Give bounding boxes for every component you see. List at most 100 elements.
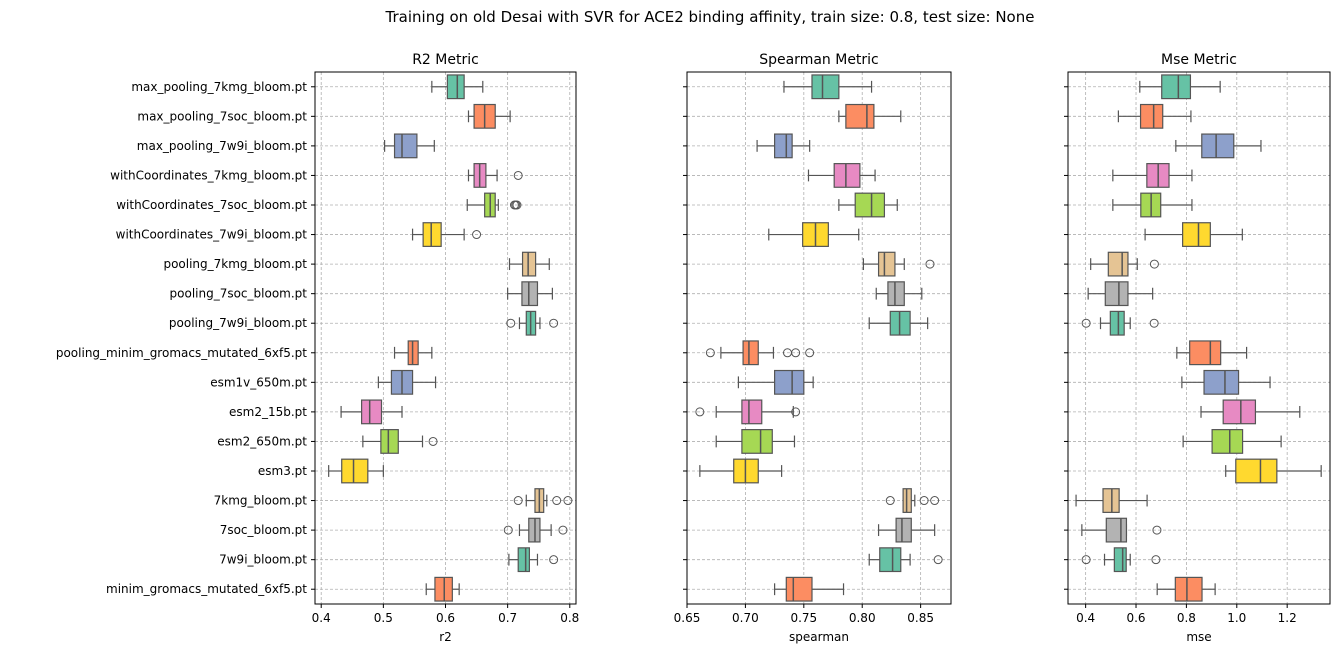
box-6: [508, 251, 550, 277]
x-tick-label: 0.4: [312, 611, 331, 625]
x-tick-label: 0.7: [498, 611, 517, 625]
flier-point: [563, 496, 573, 506]
box-7: [507, 281, 553, 307]
box-14: [513, 488, 573, 513]
x-axis-label: r2: [439, 630, 452, 644]
box-9: [705, 340, 815, 366]
flier-point: [1149, 259, 1159, 269]
box-16: [508, 547, 559, 573]
box-iqr: [1235, 458, 1278, 484]
y-tick-label: pooling_7w9i_bloom.pt: [169, 316, 307, 330]
flier-point: [1151, 555, 1161, 565]
flier-point: [705, 348, 715, 358]
box-13: [1225, 458, 1322, 484]
x-tick-label: 0.75: [790, 611, 817, 625]
box-iqr: [1102, 488, 1120, 513]
y-tick-label: pooling_minim_gromacs_mutated_6xf5.pt: [56, 346, 307, 360]
y-tick-label: pooling_7kmg_bloom.pt: [163, 257, 307, 271]
box-3: [467, 163, 523, 188]
box-iqr: [741, 399, 763, 425]
box-0: [1139, 74, 1221, 100]
flier-point: [503, 525, 513, 535]
flier-point: [428, 436, 438, 446]
box-iqr: [774, 369, 805, 395]
box-8: [506, 310, 559, 336]
x-tick-label: 0.65: [674, 611, 701, 625]
flier-point: [925, 259, 935, 269]
box-9: [1176, 340, 1248, 366]
box-3: [1112, 163, 1193, 188]
figure-title: Training on old Desai with SVR for ACE2 …: [385, 8, 1035, 26]
x-tick-label: 0.6: [436, 611, 455, 625]
box-4: [1112, 192, 1193, 218]
box-12: [715, 429, 796, 454]
y-tick-label: esm1v_650m.pt: [210, 375, 307, 389]
box-iqr: [1201, 133, 1235, 159]
box-iqr: [811, 74, 840, 100]
x-tick-label: 0.6: [1126, 611, 1145, 625]
box-iqr: [895, 517, 912, 543]
flier-point: [1152, 525, 1162, 535]
box-11: [1200, 399, 1301, 425]
flier-point: [506, 318, 516, 328]
flier-point: [805, 348, 815, 358]
flier-point: [472, 230, 482, 240]
panel-title: Mse Metric: [1161, 52, 1237, 68]
box-iqr: [380, 429, 399, 454]
box-iqr: [1105, 517, 1128, 543]
box-10: [1181, 369, 1271, 395]
y-tick-label: esm3.pt: [258, 464, 307, 478]
box-15: [1081, 517, 1162, 543]
box-1: [1117, 103, 1192, 129]
x-tick-label: 0.8: [1177, 611, 1196, 625]
box-iqr: [1107, 251, 1129, 277]
box-iqr: [1211, 429, 1244, 454]
panel-title: R2 Metric: [412, 52, 479, 68]
box-iqr: [742, 340, 759, 366]
flier-point: [885, 496, 895, 506]
box-iqr: [1104, 281, 1129, 307]
box-iqr: [341, 458, 369, 484]
box-iqr: [1113, 547, 1127, 573]
box-iqr: [1174, 576, 1203, 602]
flier-point: [512, 200, 522, 210]
box-iqr: [877, 251, 896, 277]
y-tick-label: withCoordinates_7kmg_bloom.pt: [110, 168, 307, 182]
flier-point: [558, 525, 568, 535]
box-iqr: [361, 399, 383, 425]
box-iqr: [741, 429, 773, 454]
flier-point: [930, 496, 940, 506]
flier-point: [791, 407, 801, 417]
panel-1: 0.65 0.70 0.75 0.80 0.85 Spearman Metric spear…: [674, 52, 952, 644]
box-11: [340, 399, 403, 425]
box-14: [885, 488, 940, 513]
box-iqr: [1139, 103, 1164, 129]
y-tick-label: pooling_7soc_bloom.pt: [170, 287, 308, 301]
flier-point: [791, 348, 801, 358]
box-12: [362, 429, 438, 454]
box-5: [768, 222, 860, 247]
box-iqr: [1203, 369, 1240, 395]
box-12: [1182, 429, 1282, 454]
box-15: [877, 517, 936, 543]
y-tick-label: max_pooling_7kmg_bloom.pt: [131, 80, 307, 94]
y-tick-label: 7kmg_bloom.pt: [214, 494, 308, 508]
box-1: [467, 103, 511, 129]
box-10: [737, 369, 814, 395]
box-iqr: [1189, 340, 1222, 366]
box-4: [838, 192, 898, 218]
box-13: [328, 458, 384, 484]
box-16: [1081, 547, 1161, 573]
box-5: [411, 222, 482, 247]
box-2: [1175, 133, 1262, 159]
box-7: [875, 281, 923, 307]
flier-point: [695, 407, 705, 417]
box-14: [1075, 488, 1148, 513]
y-tick-label: 7soc_bloom.pt: [220, 523, 308, 537]
box-iqr: [517, 547, 530, 573]
panel-2: 0.4 0.6 0.8 1.0 1.2 Mse Metric mse: [1064, 52, 1331, 644]
x-tick-label: 0.85: [907, 611, 934, 625]
panel-title: Spearman Metric: [759, 52, 879, 68]
